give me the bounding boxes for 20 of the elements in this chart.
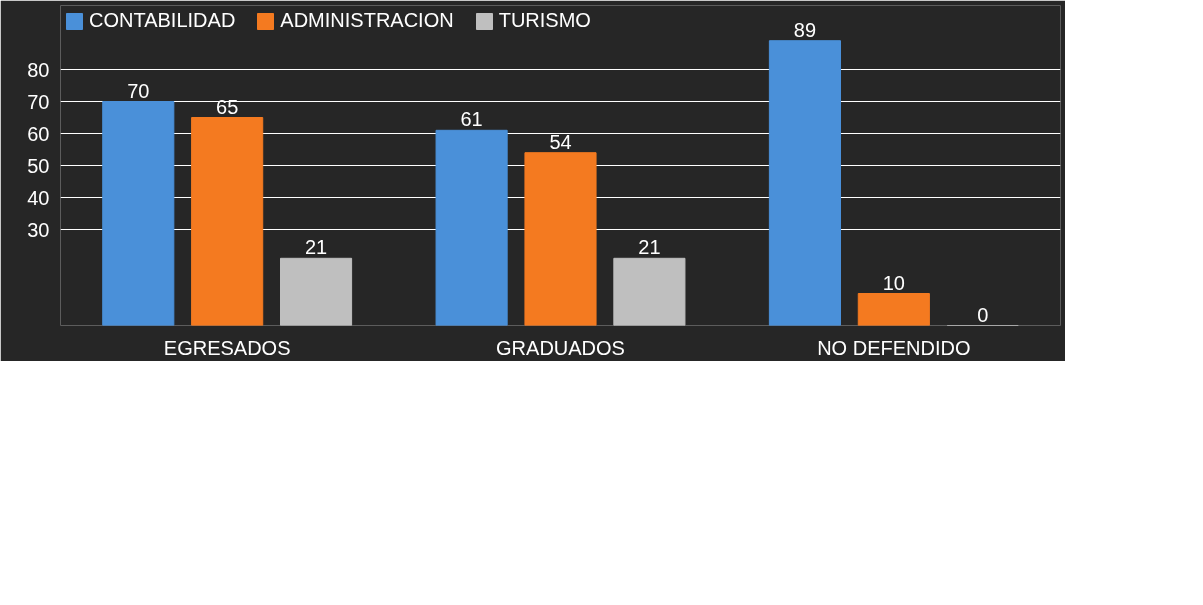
- data-label: 10: [882, 271, 905, 294]
- data-label: 70: [127, 79, 150, 102]
- x-tick-label: GRADUADOS: [496, 336, 625, 359]
- data-label: 61: [460, 108, 483, 131]
- data-label: 89: [793, 18, 817, 41]
- data-label: 21: [638, 236, 661, 259]
- data-label: 0: [977, 303, 989, 326]
- data-label: 21: [304, 236, 328, 259]
- data-label: 54: [549, 130, 572, 153]
- x-tick-label: NO DEFENDIDO: [817, 336, 971, 359]
- legend-label: TURISMO: [498, 9, 591, 32]
- y-tick-label: 40: [27, 186, 50, 209]
- legend-label: CONTABILIDAD: [89, 9, 236, 32]
- x-tick-label: EGRESADOS: [163, 336, 291, 359]
- y-tick-label: 80: [27, 58, 50, 81]
- y-tick-label: 30: [27, 218, 50, 241]
- y-tick-label: 70: [27, 90, 50, 113]
- legend-label: ADMINISTRACION: [280, 9, 454, 32]
- y-tick-label: 60: [27, 122, 50, 145]
- y-tick-label: 50: [27, 154, 50, 177]
